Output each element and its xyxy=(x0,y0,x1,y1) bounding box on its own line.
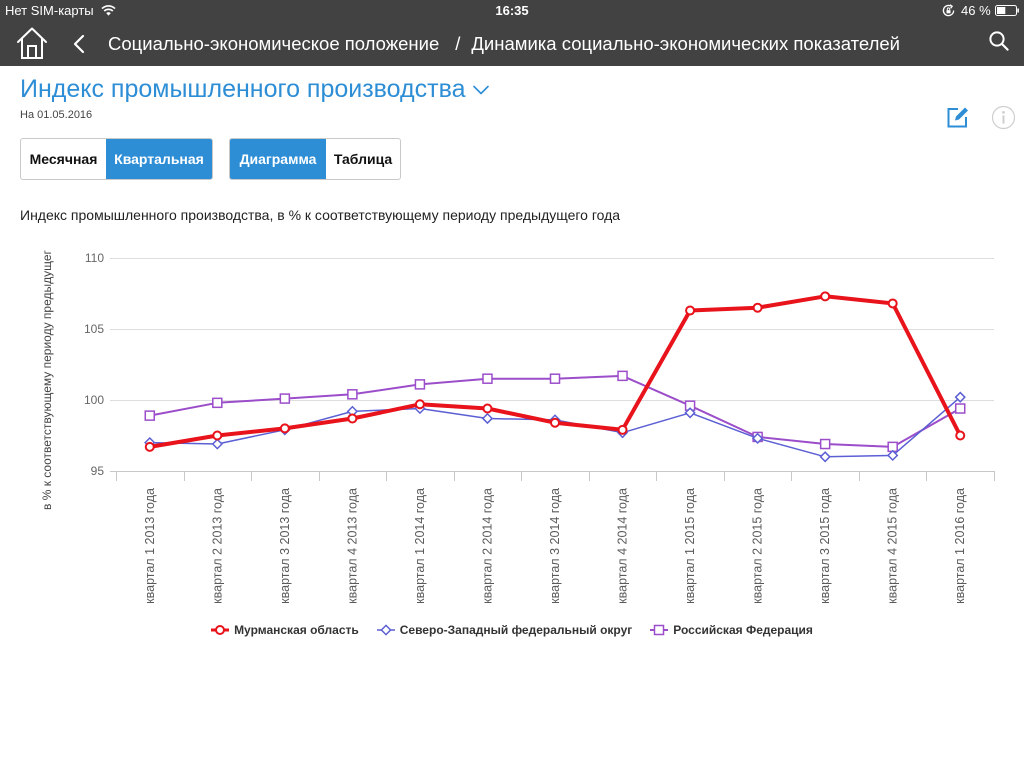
x-tick-label: квартал 3 2014 года xyxy=(548,488,562,604)
search-button[interactable] xyxy=(988,30,1010,52)
data-point-square xyxy=(144,410,156,421)
data-point-square xyxy=(954,403,966,414)
data-point-diamond xyxy=(751,432,764,445)
edit-icon[interactable] xyxy=(945,105,970,130)
data-point-circle xyxy=(482,403,493,414)
series-murmansk-region xyxy=(144,291,966,452)
x-axis: квартал 1 2013 года квартал 2 2013 года кв… xyxy=(116,471,995,604)
x-tick-label: квартал 4 2013 года xyxy=(345,488,359,604)
carrier-label: Нет SIM-карты xyxy=(5,3,94,18)
period-toggle: Месячная Квартальная xyxy=(20,138,213,180)
x-tick-label: квартал 4 2015 года xyxy=(886,488,900,604)
data-point-circle xyxy=(617,424,628,435)
y-tick-label: 100 xyxy=(84,393,104,407)
data-point-circle xyxy=(144,441,155,452)
top-bar: Нет SIM-карты 16:35 46 % xyxy=(0,0,1024,66)
data-point-circle xyxy=(752,302,763,313)
data-point-square xyxy=(819,438,831,450)
data-point-circle xyxy=(955,430,966,441)
status-bar: Нет SIM-карты 16:35 46 % xyxy=(0,0,1024,20)
x-tick-label: квартал 1 2015 года xyxy=(683,488,697,604)
data-point-diamond xyxy=(887,449,899,462)
data-date: На 01.05.2016 xyxy=(20,109,93,121)
chevron-left-icon xyxy=(73,34,85,54)
data-point-diamond xyxy=(954,391,966,403)
breadcrumb-item-current: Динамика социально-экономических показат… xyxy=(471,33,900,54)
breadcrumb: Социально-экономическое положение / Дина… xyxy=(108,32,900,56)
data-point-circle xyxy=(212,430,223,441)
x-tick-label: квартал 1 2014 года xyxy=(413,488,427,604)
data-point-square xyxy=(617,370,628,382)
y-tick-label: 95 xyxy=(91,464,105,478)
data-point-circle xyxy=(820,291,831,302)
legend-label: Северо-Западный федеральный округ xyxy=(399,623,633,637)
data-point-circle xyxy=(279,423,290,434)
data-point-circle xyxy=(347,413,358,424)
x-tick-label: квартал 3 2013 года xyxy=(278,488,292,604)
legend-item-northwest-district[interactable]: Северо-Западный федеральный округ xyxy=(376,622,633,638)
x-tick-label: квартал 1 2013 года xyxy=(143,488,157,604)
data-point-square xyxy=(654,624,665,636)
x-tick-label: квартал 1 2016 года xyxy=(953,488,967,604)
search-icon xyxy=(989,31,1009,51)
view-option-chart[interactable]: Диаграмма xyxy=(230,139,326,179)
data-point-circle xyxy=(414,399,425,410)
data-point-circle xyxy=(215,625,226,635)
data-point-square xyxy=(279,393,291,404)
page-title: Индекс промышленного производства xyxy=(20,75,466,103)
data-point-square xyxy=(549,373,561,384)
battery-icon xyxy=(995,5,1019,16)
x-tick-label: квартал 2 2015 года xyxy=(751,488,765,604)
breadcrumb-item-section[interactable]: Социально-экономическое положение xyxy=(108,33,440,54)
data-point-square xyxy=(482,373,493,384)
breadcrumb-separator: / xyxy=(455,33,461,54)
wifi-icon xyxy=(101,5,116,16)
line-chart: 95 100 105 110 в % к соответствующему период… xyxy=(40,249,995,604)
view-toggle: Диаграмма Таблица xyxy=(229,138,401,180)
y-tick-label: 105 xyxy=(84,322,104,336)
data-point-square xyxy=(347,389,358,400)
view-option-table[interactable]: Таблица xyxy=(333,151,393,167)
data-point-circle xyxy=(685,305,696,316)
data-point-square xyxy=(212,397,223,409)
legend-symbol xyxy=(650,624,669,636)
info-icon[interactable] xyxy=(991,105,1016,130)
legend-label: Российская Федерация xyxy=(673,623,813,637)
battery-percent: 46 % xyxy=(961,3,991,18)
data-point-diamond xyxy=(684,407,696,419)
data-point-diamond xyxy=(481,412,494,425)
x-tick-label: квартал 3 2015 года xyxy=(818,488,832,604)
data-point-circle xyxy=(887,298,898,309)
legend-symbol xyxy=(211,625,230,635)
home-button[interactable] xyxy=(16,26,48,60)
chart-legend: Мурманская область Северо-Западный федер… xyxy=(0,621,1024,639)
back-button[interactable] xyxy=(72,34,86,54)
clock: 16:35 xyxy=(495,3,529,18)
x-tick-label: квартал 2 2013 года xyxy=(210,488,224,604)
data-point-diamond xyxy=(380,624,392,636)
x-tick-label: квартал 2 2014 года xyxy=(480,488,494,604)
data-point-square xyxy=(414,379,426,390)
period-option-monthly[interactable]: Месячная xyxy=(29,151,98,167)
data-point-diamond xyxy=(819,451,831,463)
y-axis-grid: 95 100 105 110 xyxy=(84,251,994,478)
period-option-quarterly[interactable]: Квартальная xyxy=(106,139,212,179)
x-tick-label: квартал 4 2014 года xyxy=(616,488,630,604)
rotation-lock-icon xyxy=(942,4,955,17)
legend-symbol xyxy=(376,624,395,636)
legend-item-murmansk-region[interactable]: Мурманская область xyxy=(211,622,359,638)
data-point-diamond xyxy=(211,438,223,450)
chart-title: Индекс промышленного производства, в % к… xyxy=(20,207,621,223)
legend-label: Мурманская область xyxy=(234,623,359,637)
data-point-circle xyxy=(550,417,560,428)
chevron-down-icon xyxy=(473,85,490,95)
y-axis-title: в % к соответствующему периоду предыдуще… xyxy=(40,249,54,510)
series-russian-federation xyxy=(144,370,966,453)
indicator-title-dropdown[interactable]: Индекс промышленного производства xyxy=(20,74,490,104)
legend-item-russian-federation[interactable]: Российская Федерация xyxy=(650,622,813,638)
series-line xyxy=(148,374,962,448)
y-tick-label: 110 xyxy=(85,251,104,265)
home-icon xyxy=(17,27,47,59)
